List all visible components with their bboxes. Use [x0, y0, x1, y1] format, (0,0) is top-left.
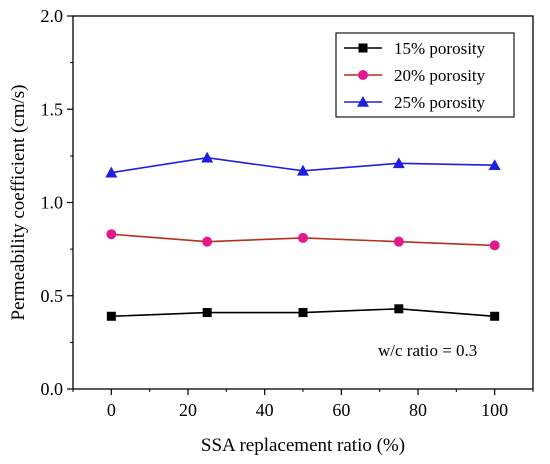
y-tick-label: 1.0 [41, 193, 64, 213]
x-axis-title: SSA replacement ratio (%) [201, 435, 405, 456]
x-tick-label: 20 [179, 400, 197, 420]
data-point [201, 151, 214, 163]
x-tick-label: 60 [332, 400, 350, 420]
series-3 [105, 151, 501, 178]
y-tick-label: 2.0 [41, 6, 64, 26]
legend-label: 20% porosity [394, 66, 486, 85]
y-tick-label: 0.0 [41, 379, 64, 399]
x-axis-ticks: 0 20 40 60 80 100 [72, 389, 534, 420]
y-tick-label: 0.5 [41, 286, 64, 306]
y-axis-title: Permeability coefficient (cm/s) [8, 84, 29, 320]
legend-swatch-marker [357, 96, 369, 107]
data-point [298, 308, 308, 318]
data-point [106, 229, 117, 240]
legend-swatch-marker [358, 70, 368, 80]
legend: 15% porosity 20% porosity 25% porosity [335, 32, 515, 118]
data-point [202, 236, 213, 247]
data-point [490, 311, 500, 321]
series-1 [106, 304, 500, 321]
series-2 [106, 229, 500, 251]
legend-label: 25% porosity [394, 93, 486, 112]
legend-item: 15% porosity [344, 39, 486, 58]
x-tick-label: 80 [409, 400, 427, 420]
data-point [392, 157, 405, 169]
data-point [106, 311, 116, 321]
legend-label: 15% porosity [394, 39, 486, 58]
data-point [488, 159, 501, 170]
data-point [298, 232, 308, 243]
x-tick-label: 100 [481, 400, 508, 420]
y-axis-ticks: 0.0 0.5 1.0 1.5 2.0 [41, 6, 73, 399]
series-layer [105, 151, 501, 321]
data-point [297, 164, 309, 176]
legend-item: 20% porosity [344, 66, 486, 85]
x-tick-label: 40 [256, 400, 274, 420]
legend-swatch-marker [358, 43, 368, 53]
data-point [105, 166, 118, 178]
legend-item: 25% porosity [344, 93, 486, 112]
data-point [489, 240, 500, 251]
data-point [394, 304, 404, 314]
x-tick-label: 0 [107, 400, 116, 420]
data-point [393, 236, 404, 247]
annotation-wc-ratio: w/c ratio = 0.3 [378, 341, 477, 360]
data-point [202, 308, 212, 318]
y-tick-label: 1.5 [41, 99, 64, 119]
